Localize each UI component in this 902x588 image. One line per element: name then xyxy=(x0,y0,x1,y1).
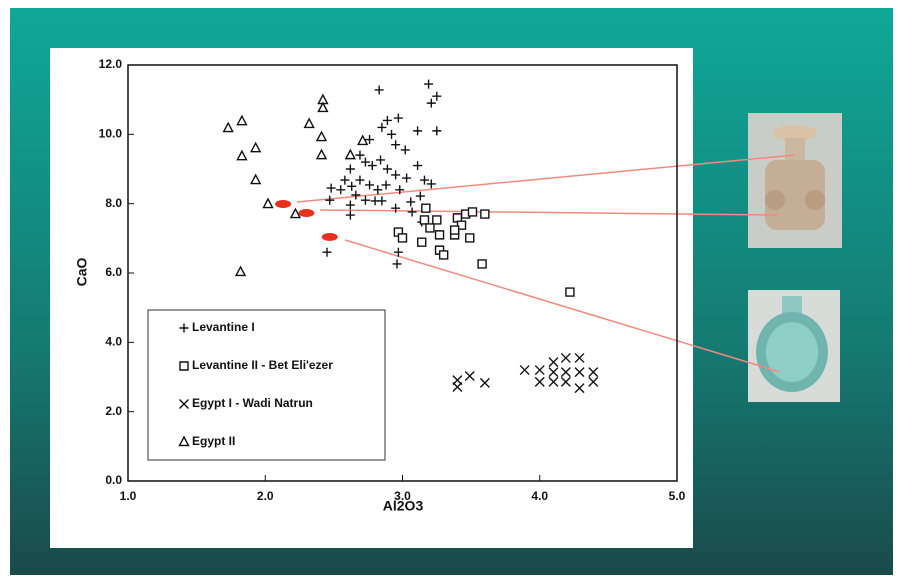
legend-label: Levantine I xyxy=(192,320,255,334)
point xyxy=(481,210,489,218)
flask-photo-2 xyxy=(748,290,840,402)
point xyxy=(440,251,448,259)
point xyxy=(399,234,407,242)
y-tick-label: 2.0 xyxy=(105,404,122,418)
y-axis-label: CaO xyxy=(74,258,90,287)
legend-label: Egypt II xyxy=(192,434,235,448)
legend-label: Egypt I - Wadi Natrun xyxy=(192,396,313,410)
point xyxy=(468,208,476,216)
point xyxy=(433,216,441,224)
y-tick-label: 8.0 xyxy=(105,196,122,210)
point xyxy=(566,288,574,296)
point xyxy=(451,226,459,234)
x-tick-label: 4.0 xyxy=(531,489,548,503)
point xyxy=(422,204,430,212)
flask-photo-1 xyxy=(748,113,842,248)
y-tick-label: 0.0 xyxy=(105,473,122,487)
x-tick-label: 5.0 xyxy=(669,489,686,503)
x-tick-label: 2.0 xyxy=(257,489,274,503)
point xyxy=(180,362,188,370)
chart-panel xyxy=(50,48,693,548)
point xyxy=(418,238,426,246)
point xyxy=(420,216,428,224)
y-tick-label: 10.0 xyxy=(99,127,123,141)
point xyxy=(426,224,434,232)
page: {"chart_data": {"type": "scatter", "xlab… xyxy=(0,0,902,583)
legend-label: Levantine II - Bet Eli'ezer xyxy=(192,358,333,372)
highlight-point xyxy=(275,200,291,208)
x-tick-label: 3.0 xyxy=(394,489,411,503)
point xyxy=(478,260,486,268)
y-tick-label: 6.0 xyxy=(105,265,122,279)
y-tick-label: 12.0 xyxy=(99,57,123,71)
x-tick-label: 1.0 xyxy=(120,489,137,503)
y-tick-label: 4.0 xyxy=(105,335,122,349)
slide: Al2O3 CaO 1.02.03.04.05.00.02.04.06.08.0… xyxy=(0,0,902,583)
highlight-point xyxy=(322,233,338,241)
highlight-point xyxy=(298,209,314,217)
point xyxy=(436,231,444,239)
point xyxy=(466,234,474,242)
